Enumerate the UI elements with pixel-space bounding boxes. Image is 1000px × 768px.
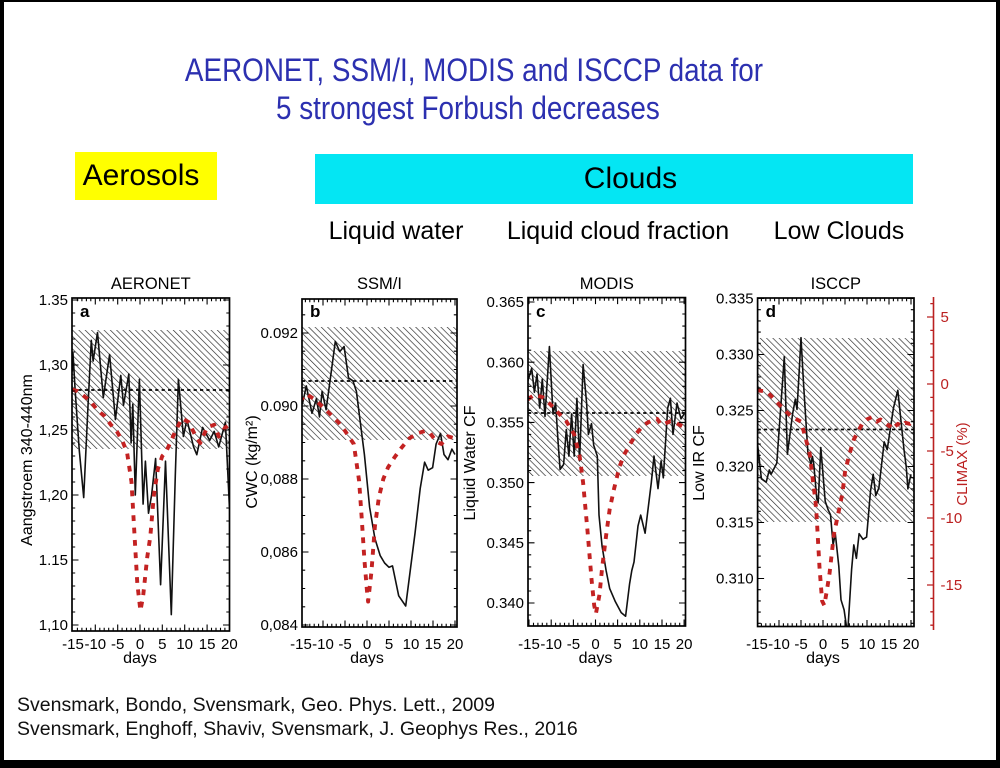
- svg-text:Low IR CF: Low IR CF: [691, 425, 708, 501]
- svg-text:-5: -5: [567, 636, 580, 653]
- svg-text:20: 20: [676, 636, 693, 653]
- svg-text:0.345: 0.345: [486, 535, 524, 552]
- svg-text:-10: -10: [312, 636, 334, 653]
- svg-text:MODIS: MODIS: [580, 275, 634, 293]
- svg-text:SSM/I: SSM/I: [357, 275, 402, 293]
- svg-text:0.325: 0.325: [716, 403, 754, 420]
- svg-text:15: 15: [881, 636, 898, 653]
- svg-text:20: 20: [903, 636, 920, 653]
- svg-text:1,25: 1,25: [39, 422, 68, 439]
- svg-text:CWC (kg/m²): CWC (kg/m²): [244, 415, 261, 508]
- svg-text:-10: -10: [540, 636, 562, 653]
- svg-text:0.365: 0.365: [486, 294, 524, 311]
- svg-text:-15: -15: [941, 577, 963, 594]
- svg-text:15: 15: [199, 636, 216, 653]
- svg-text:days: days: [579, 650, 613, 667]
- svg-text:CLIMAX (%): CLIMAX (%): [954, 422, 971, 505]
- svg-text:0: 0: [136, 636, 144, 653]
- svg-text:days: days: [806, 650, 840, 667]
- svg-text:0: 0: [941, 376, 949, 393]
- svg-text:0: 0: [363, 636, 371, 653]
- svg-text:-10: -10: [768, 636, 790, 653]
- svg-text:-10: -10: [84, 636, 106, 653]
- svg-text:15: 15: [654, 636, 671, 653]
- svg-text:20: 20: [447, 636, 464, 653]
- svg-text:-15: -15: [62, 636, 84, 653]
- svg-text:5: 5: [385, 636, 393, 653]
- svg-text:0.092: 0.092: [260, 325, 298, 342]
- svg-text:-10: -10: [941, 510, 963, 527]
- svg-text:5: 5: [613, 636, 621, 653]
- svg-text:Aangstroem 340-440nm: Aangstroem 340-440nm: [19, 374, 36, 546]
- svg-text:-15: -15: [518, 636, 540, 653]
- svg-text:0.320: 0.320: [716, 459, 754, 476]
- svg-text:days: days: [350, 650, 384, 667]
- svg-text:1,20: 1,20: [39, 487, 68, 504]
- svg-text:0.335: 0.335: [716, 291, 754, 308]
- svg-text:0.360: 0.360: [486, 354, 524, 371]
- svg-text:0: 0: [591, 636, 599, 653]
- svg-text:1,30: 1,30: [39, 357, 68, 374]
- svg-text:5: 5: [158, 636, 166, 653]
- svg-text:-15: -15: [290, 636, 312, 653]
- svg-text:ISCCP: ISCCP: [811, 275, 861, 293]
- svg-text:-5: -5: [338, 636, 351, 653]
- svg-text:5: 5: [941, 309, 949, 326]
- svg-text:AERONET: AERONET: [111, 275, 191, 293]
- svg-text:0.090: 0.090: [260, 398, 298, 415]
- svg-text:1,10: 1,10: [39, 617, 68, 634]
- svg-text:0: 0: [819, 636, 827, 653]
- svg-text:-5: -5: [941, 443, 954, 460]
- svg-text:Liquid Water CF: Liquid Water CF: [462, 405, 479, 520]
- svg-text:10: 10: [859, 636, 876, 653]
- svg-text:days: days: [123, 650, 157, 667]
- svg-text:0.355: 0.355: [486, 415, 524, 432]
- svg-text:5: 5: [841, 636, 849, 653]
- svg-text:10: 10: [403, 636, 420, 653]
- svg-text:0.350: 0.350: [486, 475, 524, 492]
- svg-text:15: 15: [425, 636, 442, 653]
- svg-text:0.330: 0.330: [716, 347, 754, 364]
- svg-text:c: c: [536, 302, 545, 321]
- svg-text:0.315: 0.315: [716, 515, 754, 532]
- svg-text:10: 10: [176, 636, 193, 653]
- svg-text:-15: -15: [746, 636, 768, 653]
- svg-text:20: 20: [221, 636, 238, 653]
- svg-text:0,086: 0,086: [260, 544, 298, 561]
- svg-text:a: a: [80, 302, 90, 321]
- svg-text:0,084: 0,084: [260, 617, 298, 634]
- svg-text:b: b: [310, 302, 320, 321]
- svg-text:d: d: [766, 302, 776, 321]
- svg-text:0.340: 0.340: [486, 595, 524, 612]
- svg-text:-5: -5: [794, 636, 807, 653]
- svg-text:-5: -5: [111, 636, 124, 653]
- svg-text:1.15: 1.15: [39, 552, 68, 569]
- svg-text:0,088: 0,088: [260, 471, 298, 488]
- svg-text:0.310: 0.310: [716, 571, 754, 588]
- svg-text:10: 10: [631, 636, 648, 653]
- svg-text:1.35: 1.35: [39, 292, 68, 309]
